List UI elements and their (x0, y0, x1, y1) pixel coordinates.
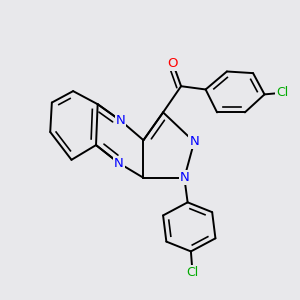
Text: N: N (114, 157, 124, 169)
Text: N: N (116, 114, 125, 127)
Text: N: N (189, 135, 199, 148)
Text: N: N (179, 171, 189, 184)
Text: O: O (168, 57, 178, 70)
Text: Cl: Cl (186, 266, 199, 279)
Text: Cl: Cl (276, 86, 289, 99)
